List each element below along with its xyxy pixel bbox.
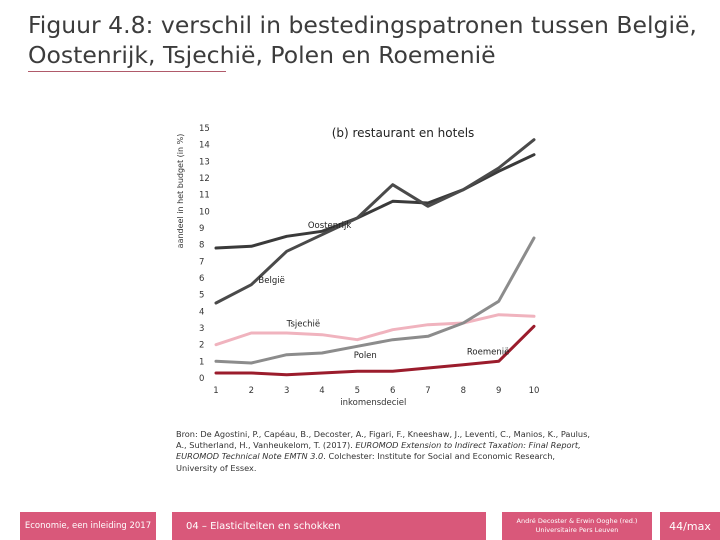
series-line-roemenië xyxy=(214,324,536,377)
y-tick-label: 10 xyxy=(199,207,210,217)
source-text-1: Bron: De Agostini, P., Capéau, B., Decos… xyxy=(176,429,590,451)
slide-title-line1: Figuur 4.8: verschil in bestedingspatron… xyxy=(28,11,697,39)
y-tick-label: 15 xyxy=(199,124,210,134)
x-tick-label: 3 xyxy=(284,386,289,396)
x-tick-label: 1 xyxy=(213,386,218,396)
y-tick-label: 7 xyxy=(199,257,204,267)
x-tick-label: 5 xyxy=(355,386,360,396)
footer-authors: André Decoster & Erwin Ooghe (red.) Univ… xyxy=(502,512,652,540)
footer-course: Economie, een inleiding 2017 xyxy=(20,512,156,540)
series-annotation: Tsjechië xyxy=(286,319,320,329)
y-tick-label: 13 xyxy=(199,157,210,167)
y-tick-label: 2 xyxy=(199,341,204,351)
series-line-belgië xyxy=(214,138,536,305)
x-tick-label: 7 xyxy=(425,386,430,396)
source-text-italic: EUROMOD Extension to Indirect Taxation: … xyxy=(176,440,581,462)
slide-title: Figuur 4.8: verschil in bestedingspatron… xyxy=(28,10,708,70)
y-tick-label: 9 xyxy=(199,224,204,234)
footer-page-label: 44/max xyxy=(669,519,711,533)
series-annotation: Oostenrijk xyxy=(308,221,351,231)
y-tick-label: 5 xyxy=(199,291,204,301)
y-tick-label: 3 xyxy=(199,324,204,334)
footer-authors-label: André Decoster & Erwin Ooghe (red.) xyxy=(516,517,638,525)
y-axis-label: aandeel in het budget (in %) xyxy=(176,134,185,249)
footer-course-label: Economie, een inleiding 2017 xyxy=(24,521,152,531)
y-tick-label: 1 xyxy=(199,357,204,367)
source-citation: Bron: De Agostini, P., Capéau, B., Decos… xyxy=(176,429,596,474)
y-tick-label: 11 xyxy=(199,191,210,201)
x-tick-label: 9 xyxy=(496,386,501,396)
y-tick-label: 14 xyxy=(199,141,210,151)
series-line-polen xyxy=(214,236,536,365)
series-annotation: Roemenië xyxy=(467,348,509,358)
x-tick-label: 10 xyxy=(529,386,540,396)
x-axis-label: inkomensdeciel xyxy=(340,398,406,408)
y-tick-label: 4 xyxy=(199,307,204,317)
title-underline xyxy=(28,71,226,72)
y-tick-label: 8 xyxy=(199,241,204,251)
x-tick-label: 8 xyxy=(461,386,466,396)
x-tick-label: 6 xyxy=(390,386,395,396)
slide-title-line2: Oostenrijk, Tsjechië, Polen en Roemenië xyxy=(28,41,496,69)
footer-publisher-label: Universitaire Pers Leuven xyxy=(535,526,619,534)
series-annotation: België xyxy=(258,276,284,286)
y-tick-label: 12 xyxy=(199,174,210,184)
x-tick-label: 2 xyxy=(249,386,254,396)
y-tick-label: 6 xyxy=(199,274,204,284)
series-annotation: Polen xyxy=(354,351,377,361)
source-text-2: . Colchester: Institute for Social and E… xyxy=(176,451,556,473)
series-line-tsjechië xyxy=(214,313,536,347)
footer-page-number: 44/max xyxy=(660,512,720,540)
chart-title: (b) restaurant en hotels xyxy=(332,126,475,140)
footer-chapter-label: 04 – Elasticiteiten en schokken xyxy=(186,520,341,532)
y-tick-label: 0 xyxy=(199,374,204,384)
line-chart: aandeel in het budget (in %)012345678910… xyxy=(176,124,540,408)
footer-chapter: 04 – Elasticiteiten en schokken xyxy=(172,512,486,540)
x-tick-label: 4 xyxy=(319,386,324,396)
